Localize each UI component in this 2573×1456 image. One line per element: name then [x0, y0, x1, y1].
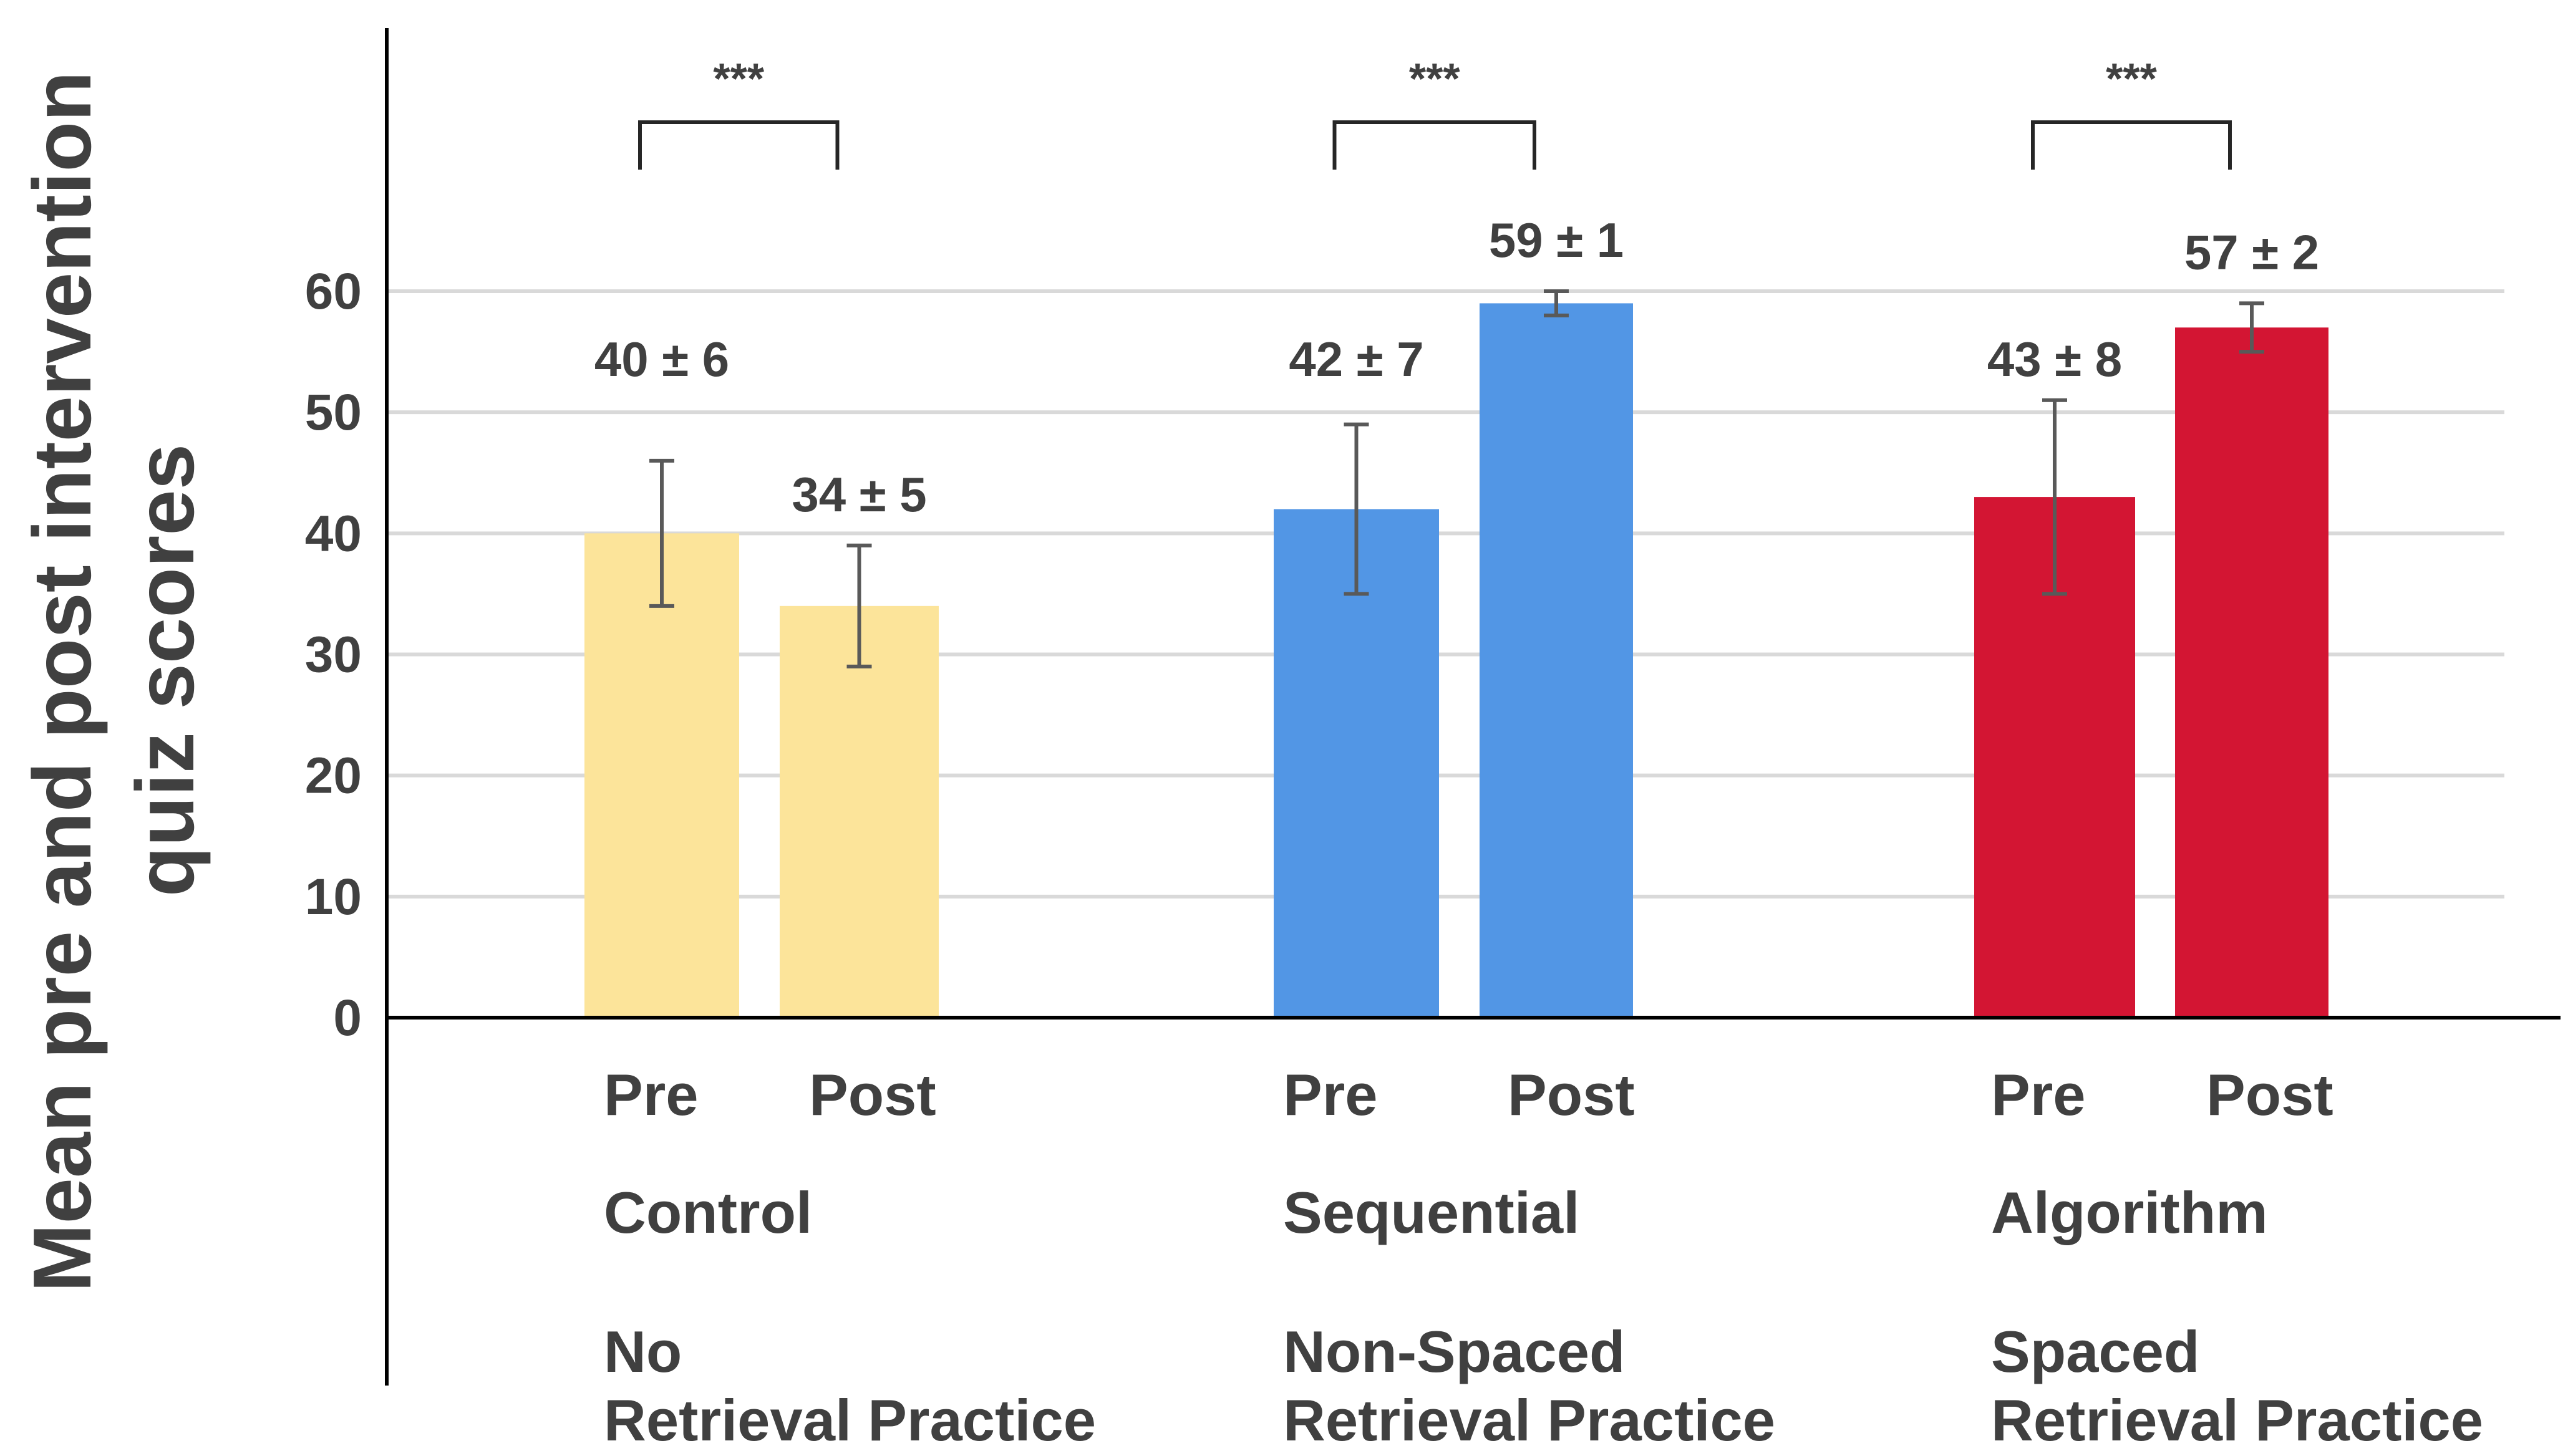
- group-name: Algorithm: [1991, 1180, 2268, 1245]
- axes: [385, 28, 2561, 1386]
- error-bar: [2239, 301, 2264, 354]
- y-tick-label: 30: [305, 627, 362, 683]
- group-description: Non-Spaced: [1283, 1319, 1625, 1384]
- group-name: Control: [604, 1180, 812, 1245]
- significance-brackets: *** *** ***: [638, 54, 2232, 170]
- y-tick-label: 20: [305, 748, 362, 804]
- error-bar: [2042, 398, 2067, 596]
- bar-algorithm-post: [2175, 327, 2328, 1018]
- bar-control-post: [780, 605, 939, 1018]
- bars: [584, 303, 2328, 1018]
- data-label: 40 ± 6: [594, 332, 729, 387]
- significance-bracket: ***: [2031, 54, 2232, 170]
- data-label: 59 ± 1: [1489, 213, 1624, 268]
- group-description: Retrieval Practice: [604, 1387, 1096, 1453]
- bracket-line: [638, 120, 840, 170]
- data-label: 34 ± 5: [792, 467, 926, 522]
- y-tick-label: 60: [305, 263, 362, 320]
- y-axis-label: Mean pre and post intervention quiz scor…: [16, 49, 211, 1293]
- error-bar: [1544, 289, 1569, 317]
- significance-marker: ***: [2106, 54, 2157, 103]
- error-bar: [1344, 422, 1369, 596]
- significance-bracket: ***: [638, 54, 840, 170]
- y-axis-label-line: quiz scores: [119, 444, 211, 897]
- y-tick-label: 40: [305, 505, 362, 562]
- significance-bracket: ***: [1332, 54, 1536, 170]
- y-tick-label: 50: [305, 384, 362, 441]
- y-tick-label: 10: [305, 869, 362, 925]
- bracket-line: [1332, 120, 1536, 170]
- data-label: 43 ± 8: [1987, 332, 2122, 387]
- error-bar: [846, 543, 872, 668]
- bar-sequential-post: [1480, 303, 1633, 1018]
- error-bar: [649, 458, 674, 608]
- bar-control-pre: [584, 533, 739, 1018]
- x-tick-label: Post: [809, 1062, 936, 1127]
- group-name: Sequential: [1283, 1180, 1579, 1245]
- significance-marker: ***: [1409, 54, 1460, 103]
- y-tick-label: 0: [333, 990, 362, 1046]
- y-axis-label-line: Mean pre and post intervention: [16, 71, 108, 1292]
- x-tick-label: Pre: [1283, 1062, 1378, 1127]
- data-label: 42 ± 7: [1289, 332, 1423, 387]
- labels: 0 10 20 30 40 50 60 40 ± 6 Pre 34 ± 5 Post Control N…: [305, 213, 2483, 1453]
- significance-marker: ***: [713, 54, 764, 103]
- x-tick-label: Pre: [604, 1062, 699, 1127]
- bracket-line: [2031, 120, 2232, 170]
- error-bars: [649, 289, 2264, 668]
- group-description: Retrieval Practice: [1283, 1387, 1775, 1453]
- group-description: No: [604, 1319, 682, 1384]
- group-description: Spaced: [1991, 1319, 2199, 1384]
- gridlines: [387, 289, 2504, 899]
- data-label: 57 ± 2: [2184, 224, 2319, 279]
- x-tick-label: Post: [2206, 1062, 2333, 1127]
- x-tick-label: Post: [1508, 1062, 1635, 1127]
- x-tick-label: Pre: [1991, 1062, 2086, 1127]
- group-description: Retrieval Practice: [1991, 1387, 2483, 1453]
